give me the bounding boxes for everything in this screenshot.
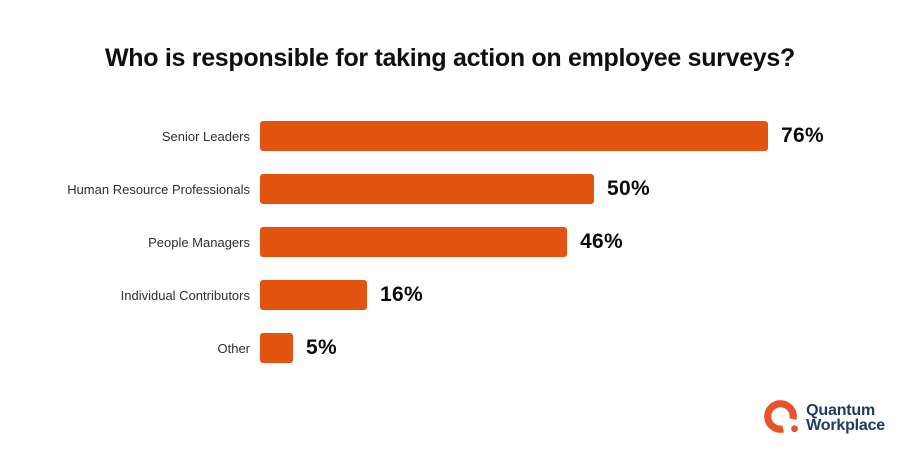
bar-chart: Senior Leaders 76% Human Resource Profes… — [0, 121, 824, 386]
bar-row: Human Resource Professionals 50% — [0, 174, 824, 204]
value-label: 16% — [380, 283, 423, 306]
category-label: Human Resource Professionals — [67, 181, 250, 197]
bar-row: Senior Leaders 76% — [0, 121, 824, 151]
bar — [260, 227, 567, 257]
bar — [260, 280, 367, 310]
category-label: Individual Contributors — [120, 287, 250, 303]
quantum-q-ring-icon — [764, 400, 799, 433]
value-label: 5% — [306, 336, 337, 359]
value-label: 50% — [607, 177, 650, 200]
logo-line1: Quantum — [806, 402, 875, 419]
category-label: Other — [217, 340, 250, 356]
value-label: 46% — [580, 230, 623, 253]
value-label: 76% — [781, 124, 824, 147]
bar-row: People Managers 46% — [0, 227, 824, 257]
chart-title: Who is responsible for taking action on … — [104, 44, 795, 72]
logo-line2: Workplace — [806, 417, 885, 434]
bar-row: Individual Contributors 16% — [0, 280, 824, 310]
logo-text: Quantum Workplace — [806, 402, 885, 434]
bar-row: Other 5% — [0, 333, 824, 363]
category-label: People Managers — [148, 234, 250, 250]
quantum-workplace-logo: Quantum Workplace — [764, 400, 885, 436]
bar — [260, 174, 594, 204]
category-label: Senior Leaders — [161, 128, 250, 144]
bar — [260, 333, 293, 363]
bar — [260, 121, 768, 151]
